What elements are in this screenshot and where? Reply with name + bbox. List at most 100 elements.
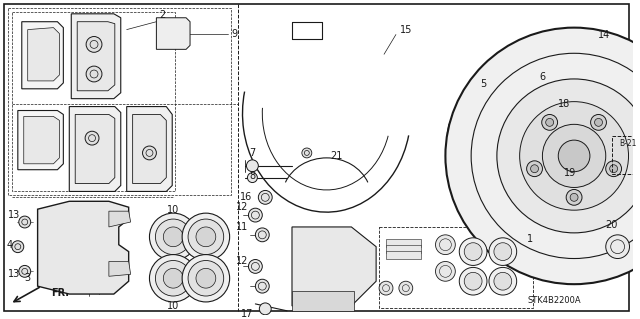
Circle shape xyxy=(570,193,578,201)
Polygon shape xyxy=(38,201,129,294)
Circle shape xyxy=(546,118,554,126)
Circle shape xyxy=(163,227,183,247)
Circle shape xyxy=(464,272,482,290)
Circle shape xyxy=(460,238,487,265)
Circle shape xyxy=(464,243,482,261)
Circle shape xyxy=(445,28,640,284)
Circle shape xyxy=(435,262,455,281)
Circle shape xyxy=(399,281,413,295)
Circle shape xyxy=(541,115,557,130)
Text: 10: 10 xyxy=(167,205,179,215)
Circle shape xyxy=(255,228,269,242)
Circle shape xyxy=(495,116,574,195)
Polygon shape xyxy=(109,211,131,227)
Text: 4: 4 xyxy=(7,240,13,250)
Text: FR.: FR. xyxy=(51,288,70,298)
Circle shape xyxy=(156,261,191,296)
Text: 7: 7 xyxy=(249,148,255,158)
Text: 6: 6 xyxy=(540,72,545,82)
Text: 5: 5 xyxy=(480,79,486,89)
Bar xyxy=(386,239,420,247)
Text: 13: 13 xyxy=(8,269,20,279)
Circle shape xyxy=(610,165,618,173)
Circle shape xyxy=(489,267,516,295)
Circle shape xyxy=(494,272,512,290)
Text: 19: 19 xyxy=(564,168,576,178)
Bar xyxy=(386,251,420,258)
Circle shape xyxy=(156,219,191,255)
Text: 1: 1 xyxy=(527,234,532,244)
Text: 12: 12 xyxy=(236,202,249,212)
Text: 21: 21 xyxy=(330,151,343,161)
Polygon shape xyxy=(77,22,115,91)
Circle shape xyxy=(85,131,99,145)
Polygon shape xyxy=(109,262,131,276)
Text: 12: 12 xyxy=(236,256,249,266)
Circle shape xyxy=(558,140,590,172)
Circle shape xyxy=(539,179,548,189)
Circle shape xyxy=(379,281,393,295)
Circle shape xyxy=(150,255,197,302)
Circle shape xyxy=(182,255,230,302)
Circle shape xyxy=(143,146,156,160)
Circle shape xyxy=(248,260,262,273)
Circle shape xyxy=(483,105,586,207)
Text: 16: 16 xyxy=(240,192,252,202)
Circle shape xyxy=(591,115,607,130)
Circle shape xyxy=(559,151,569,161)
Polygon shape xyxy=(71,14,121,99)
Text: 3: 3 xyxy=(25,273,31,283)
Polygon shape xyxy=(292,227,376,306)
Circle shape xyxy=(494,243,512,261)
Circle shape xyxy=(259,190,272,204)
Bar xyxy=(379,227,532,308)
Polygon shape xyxy=(24,116,60,164)
Circle shape xyxy=(163,268,183,288)
Text: 11: 11 xyxy=(236,222,248,232)
Circle shape xyxy=(19,216,31,228)
Text: 8: 8 xyxy=(250,171,255,181)
Polygon shape xyxy=(76,115,115,183)
Circle shape xyxy=(302,148,312,158)
Circle shape xyxy=(435,235,455,255)
Circle shape xyxy=(458,108,513,164)
Bar xyxy=(612,136,640,174)
Polygon shape xyxy=(18,110,63,170)
Circle shape xyxy=(506,134,515,144)
Circle shape xyxy=(489,238,516,265)
Text: 9: 9 xyxy=(232,28,237,39)
Circle shape xyxy=(182,213,230,261)
Circle shape xyxy=(539,123,548,133)
Circle shape xyxy=(86,36,102,52)
Text: 17: 17 xyxy=(241,309,253,319)
Circle shape xyxy=(497,79,640,233)
Circle shape xyxy=(255,279,269,293)
Text: STK4B2200A: STK4B2200A xyxy=(527,296,581,306)
Circle shape xyxy=(605,161,621,177)
Circle shape xyxy=(506,168,515,178)
Text: 2: 2 xyxy=(159,10,166,20)
Polygon shape xyxy=(292,291,355,311)
Circle shape xyxy=(246,160,259,172)
Circle shape xyxy=(520,102,628,210)
Circle shape xyxy=(12,241,24,253)
Text: 18: 18 xyxy=(558,99,570,108)
Bar xyxy=(12,12,175,191)
Text: B-21: B-21 xyxy=(620,138,637,148)
Circle shape xyxy=(248,208,262,222)
Circle shape xyxy=(248,173,257,182)
Polygon shape xyxy=(69,107,121,191)
Circle shape xyxy=(188,219,224,255)
Circle shape xyxy=(86,66,102,82)
Circle shape xyxy=(531,165,538,173)
Circle shape xyxy=(543,124,606,188)
Circle shape xyxy=(19,265,31,277)
Text: 13: 13 xyxy=(8,210,20,220)
Circle shape xyxy=(527,161,543,177)
Text: 20: 20 xyxy=(605,220,618,230)
Circle shape xyxy=(259,303,271,315)
Circle shape xyxy=(606,235,630,258)
Bar xyxy=(386,245,420,253)
Bar xyxy=(8,8,230,195)
Circle shape xyxy=(471,122,499,150)
